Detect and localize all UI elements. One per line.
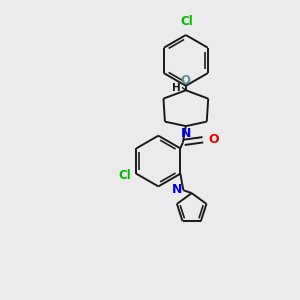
Text: Cl: Cl <box>181 16 194 28</box>
Text: N: N <box>181 127 191 140</box>
Text: O: O <box>209 133 220 146</box>
Text: H: H <box>172 83 181 93</box>
Text: O: O <box>181 74 191 87</box>
Text: Cl: Cl <box>118 169 131 182</box>
Text: N: N <box>172 183 182 196</box>
